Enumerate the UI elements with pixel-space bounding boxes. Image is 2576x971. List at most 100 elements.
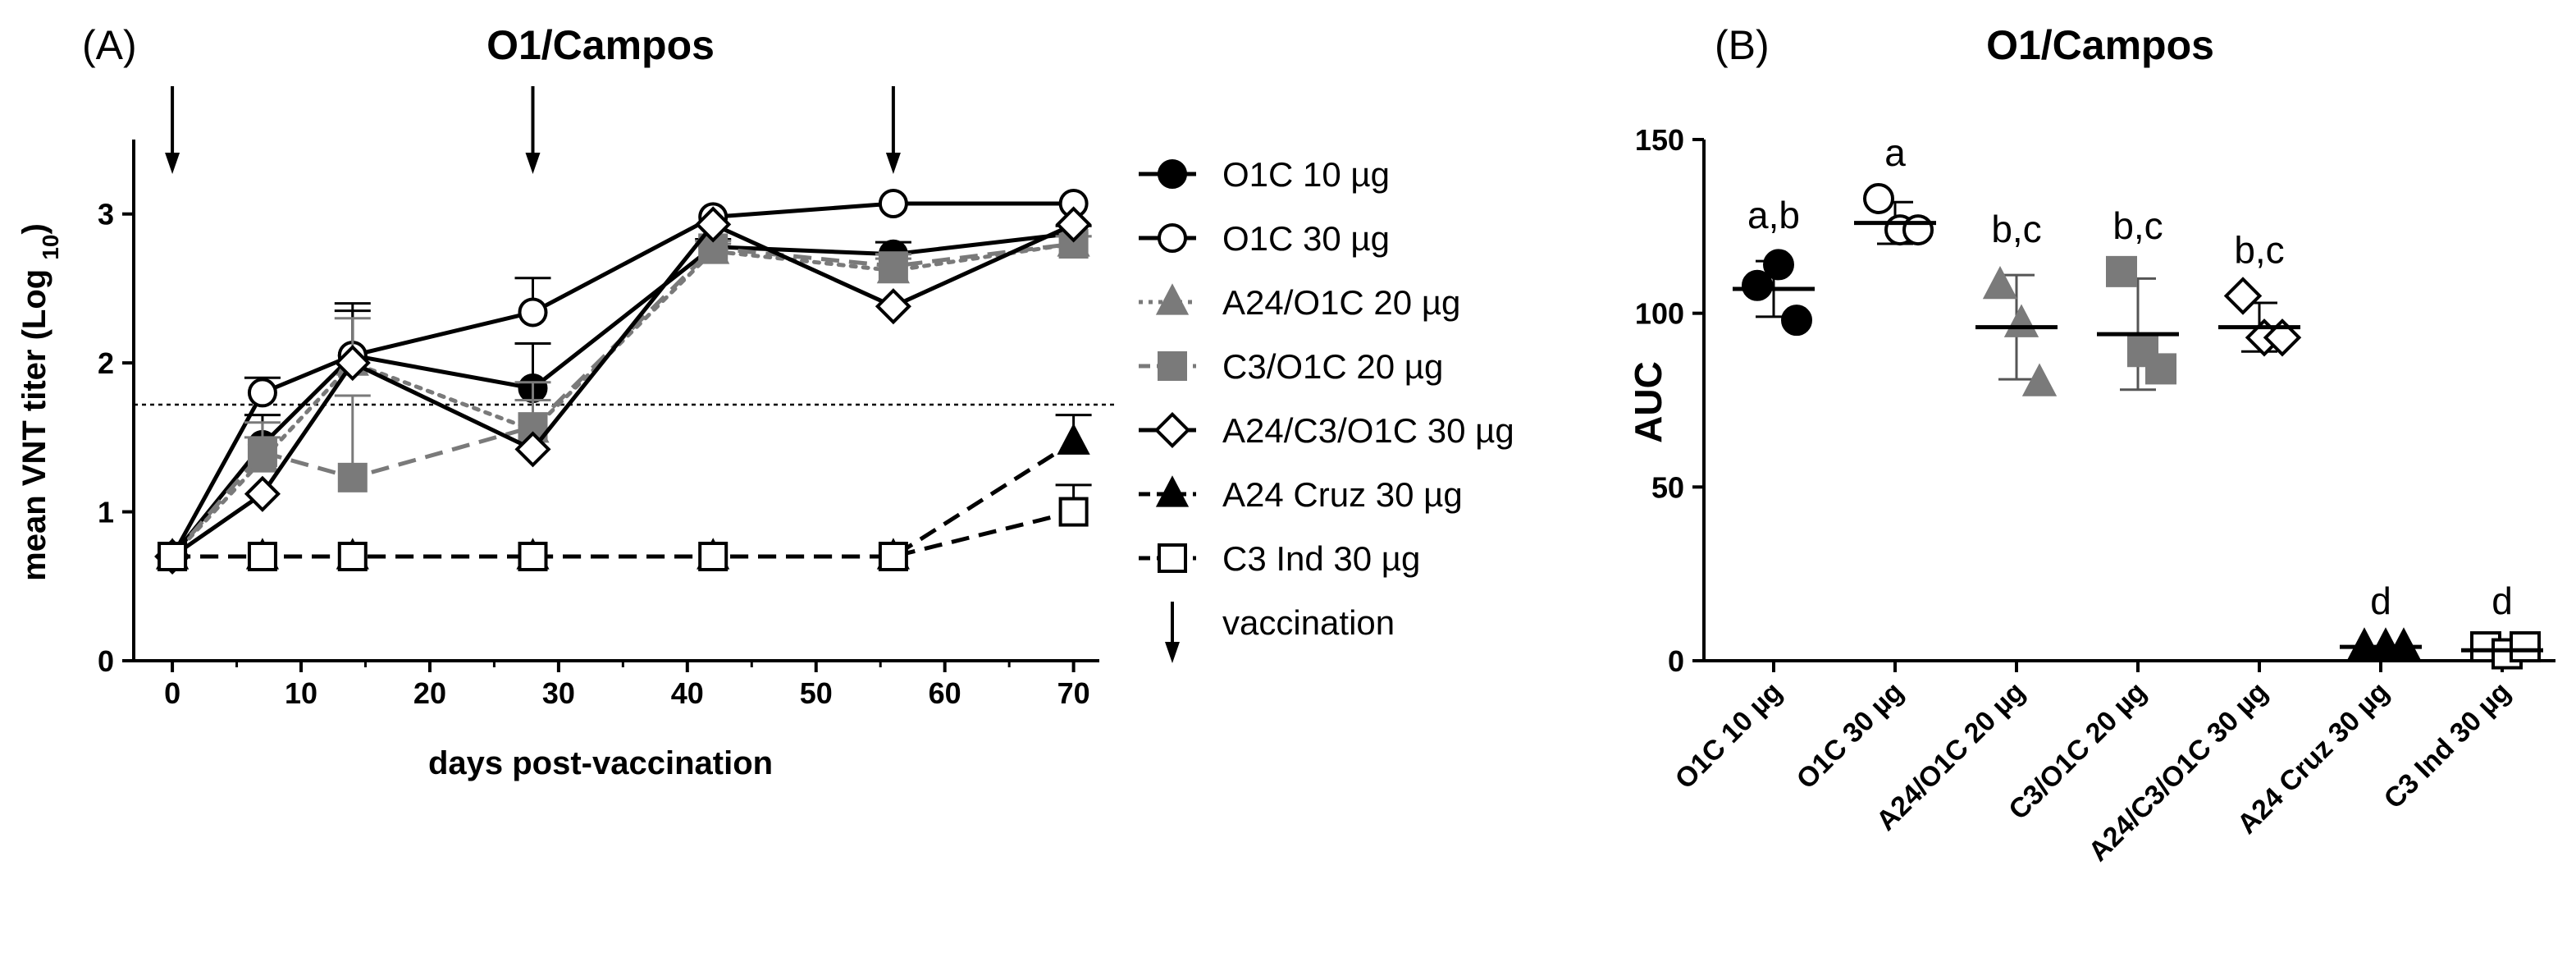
data-point: [247, 437, 277, 467]
significance-letter: b,c: [2234, 229, 2284, 272]
data-point: [1863, 182, 1894, 214]
legend-label: O1C 10 µg: [1222, 155, 1390, 194]
data-point: [1902, 214, 1934, 246]
legend-marker: [1158, 159, 1187, 189]
data-point: [1055, 206, 1092, 243]
data-point: [2145, 353, 2176, 385]
data-point: [247, 542, 277, 571]
legend-label: A24/C3/O1C 30 µg: [1222, 411, 1514, 450]
legend-marker: [1155, 283, 1190, 315]
y-tick-label: 0: [1668, 644, 1684, 678]
data-point: [878, 251, 908, 282]
legend-label: O1C 30 µg: [1222, 219, 1390, 258]
y-tick-label: 50: [1651, 470, 1684, 504]
data-point: [1742, 269, 1773, 301]
data-point: [2510, 631, 2541, 663]
y-axis-label-main: mean VNT titer (Log: [16, 260, 53, 581]
data-point: [514, 431, 551, 468]
legend-label: A24/O1C 20 µg: [1222, 283, 1460, 322]
vaccination-arrow-head: [885, 153, 901, 174]
series-line: [170, 201, 1074, 558]
x-tick-label: 60: [929, 676, 961, 710]
x-tick-label: 70: [1057, 676, 1090, 710]
y-tick-label: 3: [98, 198, 114, 231]
legend-marker: [1158, 543, 1187, 573]
y-tick-label: 100: [1635, 297, 1684, 331]
data-point: [2223, 277, 2263, 315]
data-point: [2386, 627, 2422, 661]
x-tick-label: 30: [542, 676, 575, 710]
data-point: [244, 475, 281, 512]
series-line: [172, 510, 1075, 559]
data-point: [1781, 305, 1812, 337]
panel-a-x-axis-label: days post-vaccination: [428, 745, 773, 781]
significance-letter: d: [2370, 579, 2391, 622]
data-point: [1763, 249, 1794, 281]
panel-b-title: O1/Campos: [1986, 22, 2214, 68]
panel-b-y-axis-label: AUC: [1627, 361, 1669, 443]
legend-vaccination-arrow: [1165, 602, 1180, 663]
legend-label: C3/O1C 20 µg: [1222, 347, 1443, 386]
vaccination-arrow-head: [165, 153, 180, 174]
data-point: [875, 288, 911, 325]
panel-a-y-axis-label: mean VNT titer (Log 10): [16, 223, 63, 581]
x-tick-label: 40: [671, 676, 704, 710]
significance-letter: b,c: [2112, 204, 2163, 247]
data-point: [698, 542, 728, 571]
data-point: [158, 542, 188, 571]
data-point: [878, 189, 908, 219]
series-line: [171, 222, 1075, 559]
data-point: [2021, 363, 2058, 396]
vaccination-arrow: [165, 86, 180, 174]
data-point: [1057, 423, 1090, 455]
data-point: [247, 378, 277, 408]
legend-marker: [1155, 475, 1190, 507]
y-tick-label: 150: [1635, 123, 1684, 157]
data-point: [334, 345, 371, 382]
data-point: [1982, 265, 2018, 300]
significance-letter: a,b: [1747, 194, 1800, 236]
legend-marker: [1153, 411, 1191, 449]
data-point: [2003, 304, 2039, 337]
significance-letter: d: [2492, 579, 2513, 622]
vaccination-arrow: [525, 86, 541, 174]
vaccination-arrow: [885, 86, 901, 174]
x-tick-label: 50: [800, 676, 833, 710]
data-point: [695, 206, 732, 243]
series-line: [172, 440, 1075, 559]
y-axis-label-subscript: 10: [38, 235, 63, 260]
vaccination-arrow-head: [525, 153, 541, 174]
legend-marker: [1158, 223, 1187, 253]
data-point: [878, 542, 908, 571]
data-point: [518, 542, 548, 571]
data-point: [2346, 627, 2382, 661]
data-point: [337, 462, 368, 492]
panel-a-label: (A): [82, 22, 137, 68]
series-line: [171, 231, 1074, 558]
significance-letter: a: [1884, 131, 1906, 174]
legend-label: A24 Cruz 30 µg: [1222, 475, 1463, 514]
x-tick-label: 0: [164, 676, 180, 710]
data-point: [1058, 497, 1089, 527]
y-tick-label: 1: [98, 496, 114, 529]
legend-label: C3 Ind 30 µg: [1222, 539, 1420, 578]
panel-b-label: (B): [1715, 22, 1770, 68]
legend-label: vaccination: [1222, 603, 1395, 642]
legend-vaccination-arrow-head: [1165, 642, 1180, 663]
x-category-label: C3 Ind 30 µg: [2378, 676, 2517, 815]
significance-letter: b,c: [1991, 208, 2041, 250]
y-tick-label: 0: [98, 644, 114, 678]
y-tick-label: 2: [98, 346, 114, 380]
legend-marker: [1158, 351, 1187, 381]
panel-a-legend: O1C 10 µg O1C 30 µg A24/O1C 20 µg C3/O1C 20…: [1139, 155, 1514, 663]
x-tick-label: 10: [285, 676, 317, 710]
panel-a-title: O1/Campos: [486, 22, 715, 68]
x-category-label: O1C 10 µg: [1669, 676, 1788, 795]
x-tick-label: 20: [413, 676, 446, 710]
x-category-label: O1C 30 µg: [1791, 676, 1910, 795]
y-axis-label-end: ): [16, 223, 53, 234]
data-point: [518, 297, 548, 327]
data-point: [2106, 255, 2137, 287]
